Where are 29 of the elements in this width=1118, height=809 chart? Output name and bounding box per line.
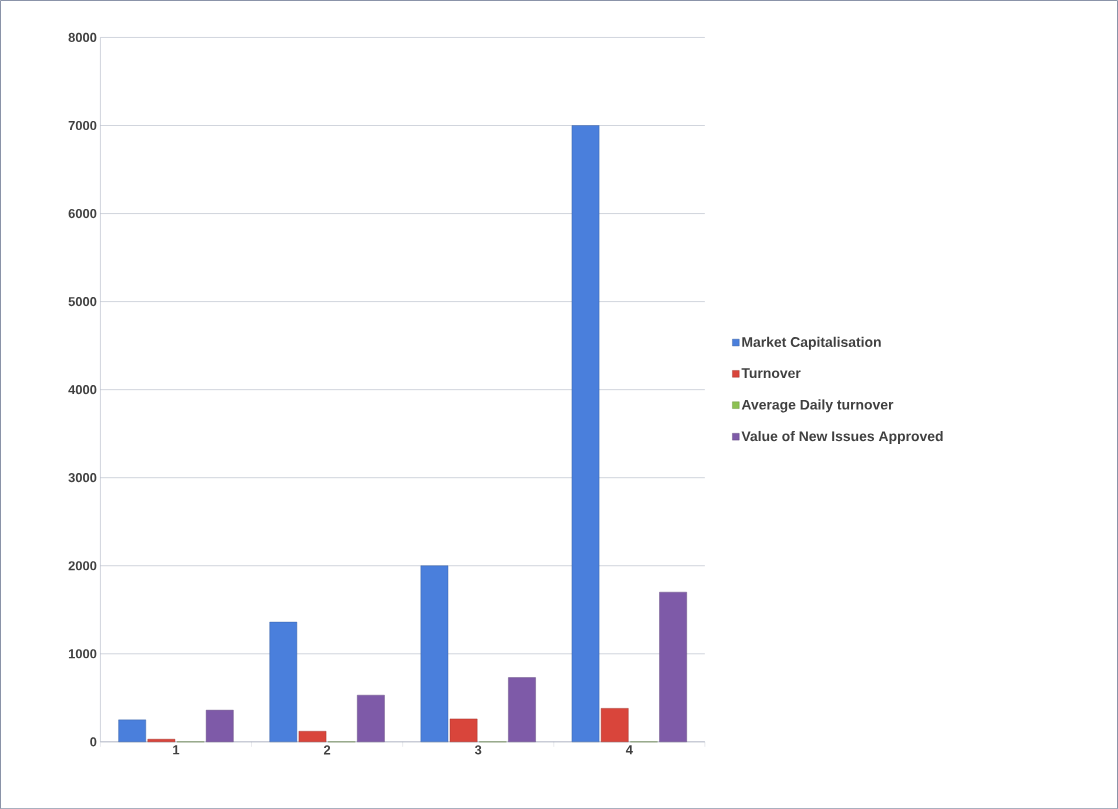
bar <box>118 719 146 742</box>
bar <box>357 694 385 742</box>
y-tick-label: 8000 <box>68 32 97 42</box>
bar <box>269 621 298 742</box>
x-tick-label: 1 <box>173 745 180 755</box>
y-tick-label: 3000 <box>68 472 97 483</box>
bar <box>600 708 629 742</box>
bar <box>659 591 687 742</box>
x-tick-label: 3 <box>474 745 482 755</box>
bar <box>205 709 234 742</box>
bar <box>298 730 327 742</box>
y-tick-label: 5000 <box>68 296 97 307</box>
y-tick-label: 0 <box>90 737 97 747</box>
y-tick-label: 2000 <box>68 561 97 571</box>
x-tick-label: 2 <box>323 745 331 755</box>
y-tick-label: 7000 <box>68 120 97 130</box>
legend-label: Average Daily turnover <box>741 399 894 413</box>
bar <box>508 677 536 742</box>
bar <box>449 718 478 742</box>
y-tick-label: 1000 <box>68 649 97 659</box>
legend-label: Value of New Issues Approved <box>741 430 943 444</box>
y-tick-label: 6000 <box>68 208 97 218</box>
y-tick-label: 4000 <box>68 384 97 395</box>
legend-label: Turnover <box>741 368 801 378</box>
bar <box>420 565 449 742</box>
legend-label: Market Capitalisation <box>742 336 881 350</box>
bar <box>571 125 600 742</box>
x-tick-label: 4 <box>625 745 633 755</box>
bar <box>147 738 176 742</box>
